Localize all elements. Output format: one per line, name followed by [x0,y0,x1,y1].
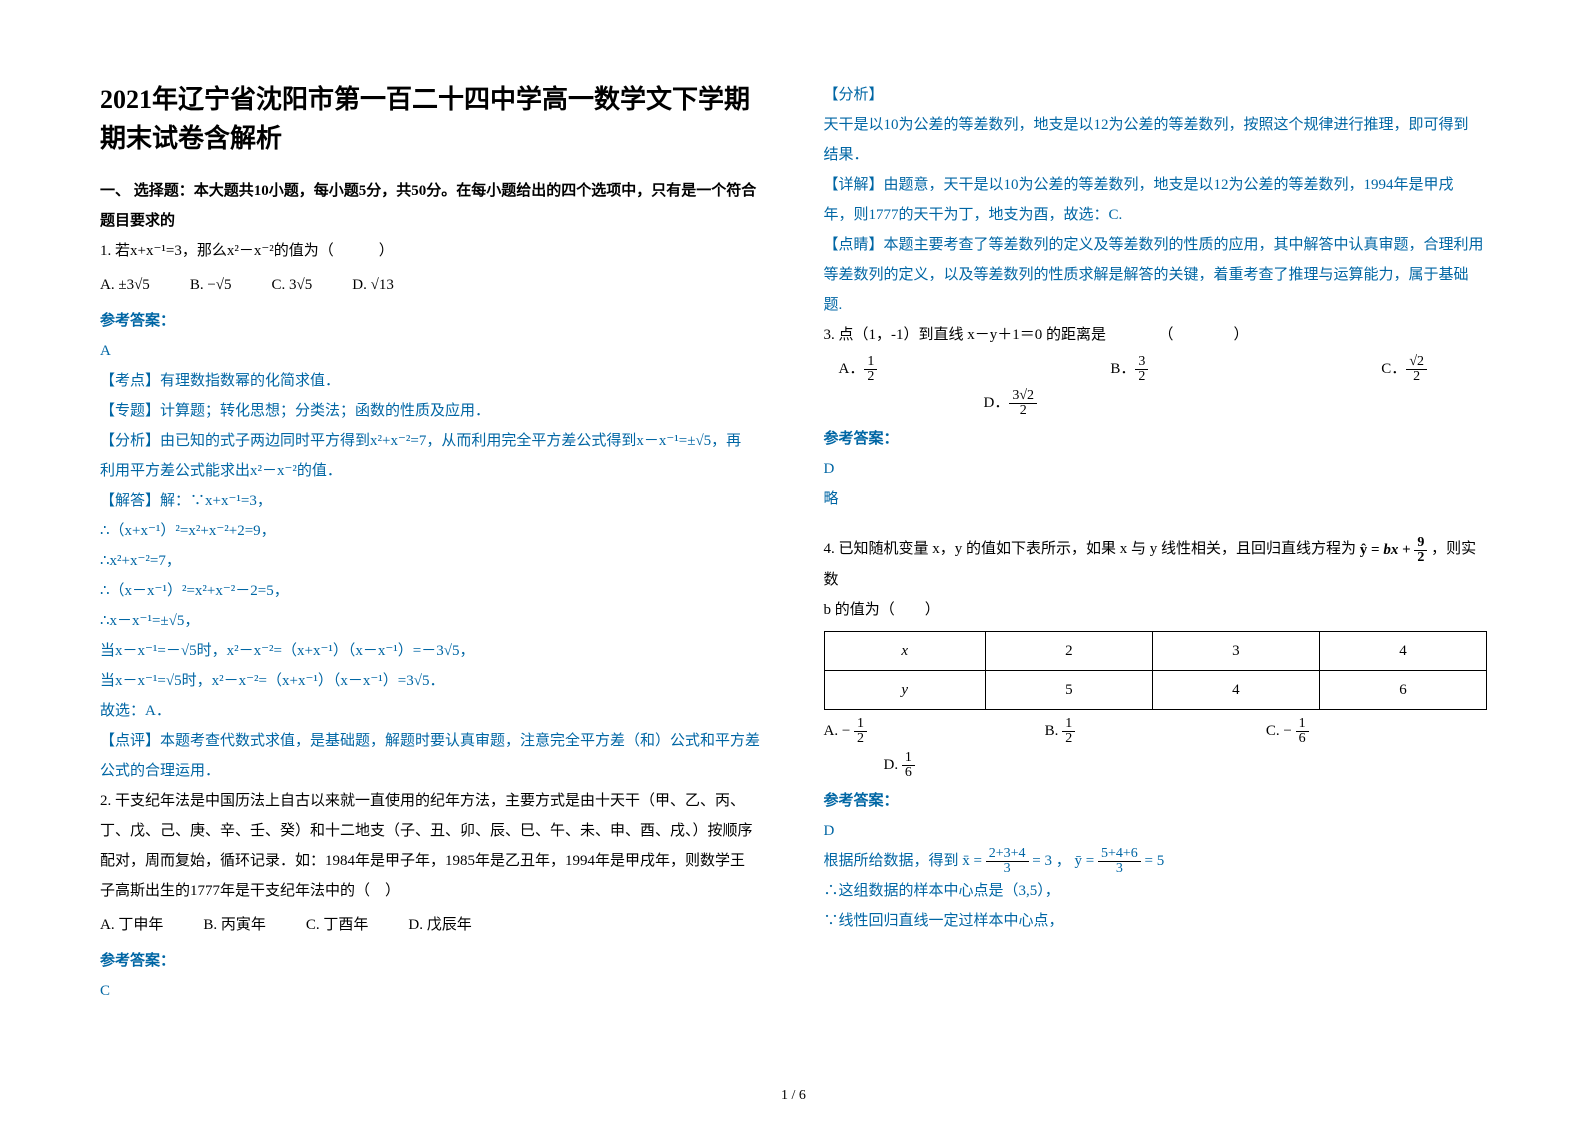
q3-c-num: √2 [1406,355,1427,370]
q1-exp-12a: 【点评】本题考查代数式求值，是基础题，解题时要认真审题，注意完全平方差（和）公式… [100,726,764,756]
q4-answer: D [824,816,1488,846]
q3-opt-c: C．√22 [1381,354,1427,384]
q3-answer: D [824,454,1488,484]
q1-opt-d: D. √13 [352,270,394,300]
table-header-x: x [824,631,985,670]
q2-r3: 结果． [824,140,1488,170]
q3-d-den: 2 [1009,404,1037,418]
q3-a-den: 2 [864,370,877,384]
q1-stem: 1. 若x+x⁻¹=3，那么x²－x⁻²的值为（ ） [100,236,764,266]
table-cell: 4 [1152,670,1319,709]
page-footer: 1 / 6 [0,1088,1587,1104]
q4-options-row1: A. − 12 B. 12 C. − 16 [824,716,1488,746]
q1-exp-11: 故选：A． [100,696,764,726]
table-cell: 5 [985,670,1152,709]
q1-exp-3b: 利用平方差公式能求出x²－x⁻²的值． [100,456,764,486]
q1-options: A. ±3√5 B. −√5 C. 3√5 D. √13 [100,270,764,300]
q2-r2: 天干是以10为公差的等差数列，地支是以12为公差的等差数列，按照这个规律进行推理… [824,110,1488,140]
q1-opt-c: C. 3√5 [272,270,313,300]
q1-opt-b-val: −√5 [207,277,231,293]
q4-opt-c: C. − 16 [1266,716,1487,746]
q1-exp-3a: 【分析】由已知的式子两边同时平方得到x²+x⁻²=7，从而利用完全平方差公式得到… [100,426,764,456]
q3-b-den: 2 [1135,370,1148,384]
q2-opt-a: A. 丁申年 [100,910,163,940]
q3-a-num: 1 [864,355,877,370]
q4-stem-line1: 4. 已知随机变量 x，y 的值如下表所示，如果 x 与 y 线性相关，且回归直… [824,534,1488,595]
q3-opt-a: A．12 [824,354,878,384]
q3-answer-label: 参考答案： [824,424,1488,454]
q2-options: A. 丁申年 B. 丙寅年 C. 丁酉年 D. 戊辰年 [100,910,764,940]
q2-opt-c: C. 丁酉年 [306,910,369,940]
left-column: 2021年辽宁省沈阳市第一百二十四中学高一数学文下学期期末试卷含解析 一、 选择… [100,80,764,1082]
q1-opt-d-val: √13 [371,277,394,293]
q4-r1-pre: 根据所给数据，得到 [824,853,959,869]
q1-exp-8: ∴x－x⁻¹=±√5， [100,606,764,636]
table-row: y 5 4 6 [824,670,1487,709]
q1-exp-12b: 公式的合理运用． [100,756,764,786]
q1-exp-9: 当x－x⁻¹=－√5时，x²－x⁻²=（x+x⁻¹）（x－x⁻¹）=－3√5， [100,636,764,666]
q3-options-row2: D．3√22 [824,388,1488,418]
table-cell: 4 [1319,631,1486,670]
q4-options-row2: D. 16 [824,750,1488,780]
q4-r2: ∴这组数据的样本中心点是（3,5）， [824,876,1488,906]
q2-r5: 年，则1777的天干为丁，地支为酉，故选：C. [824,200,1488,230]
q2-stem-1: 2. 干支纪年法是中国历法上自古以来就一直使用的纪年方法，主要方式是由十天干（甲… [100,786,764,816]
q3-stem: 3. 点（1，-1）到直线 x－y＋1＝0 的距离是 （ ） [824,320,1488,350]
doc-title: 2021年辽宁省沈阳市第一百二十四中学高一数学文下学期期末试卷含解析 [100,80,764,158]
q2-r7: 等差数列的定义，以及等差数列的性质求解是解答的关键，着重考查了推理与运算能力，属… [824,260,1488,290]
q4-table: x 2 3 4 y 5 4 6 [824,631,1488,710]
q1-opt-b: B. −√5 [190,270,232,300]
q4-formula: ŷ = bx + 92 [1360,535,1428,565]
q1-opt-a: A. ±3√5 [100,270,150,300]
q2-stem-3: 配对，周而复始，循环记录．如：1984年是甲子年，1985年是乙丑年，1994年… [100,846,764,876]
q4-stem-pre: 4. 已知随机变量 x，y 的值如下表所示，如果 x 与 y 线性相关，且回归直… [824,541,1360,557]
q2-stem-2: 丁、戊、己、庚、辛、壬、癸）和十二地支（子、丑、卯、辰、巳、午、未、申、酉、戌、… [100,816,764,846]
table-header-y: y [824,670,985,709]
q2-r1: 【分析】 [824,80,1488,110]
q1-exp-6: ∴x²+x⁻²=7， [100,546,764,576]
table-cell: 6 [1319,670,1486,709]
q1-exp-1: 【考点】有理数指数幂的化简求值． [100,366,764,396]
q1-exp-2: 【专题】计算题；转化思想；分类法；函数的性质及应用． [100,396,764,426]
q3-d-num: 3√2 [1009,389,1037,404]
right-column: 【分析】 天干是以10为公差的等差数列，地支是以12为公差的等差数列，按照这个规… [824,80,1488,1082]
q1-opt-a-val: ±3√5 [118,277,149,293]
q2-answer: C [100,976,764,1006]
q4-opt-d: D. 16 [884,757,915,773]
q4-opt-a: A. − 12 [824,716,1045,746]
q3-opt-b: B．32 [1110,354,1148,384]
q2-stem-4: 子高斯出生的1777年是干支纪年法中的（ ） [100,876,764,906]
q2-r6: 【点睛】本题主要考查了等差数列的定义及等差数列的性质的应用，其中解答中认真审题，… [824,230,1488,260]
q1-exp-10: 当x－x⁻¹=√5时，x²－x⁻²=（x+x⁻¹）（x－x⁻¹）=3√5． [100,666,764,696]
spacer [824,514,1488,534]
q1-answer: A [100,336,764,366]
q2-r4: 【详解】由题意，天干是以10为公差的等差数列，地支是以12为公差的等差数列，19… [824,170,1488,200]
table-row: x 2 3 4 [824,631,1487,670]
q1-opt-c-val: 3√5 [289,277,312,293]
q4-stem-line2: b 的值为（ ） [824,595,1488,625]
q3-b-num: 3 [1135,355,1148,370]
q2-opt-b: B. 丙寅年 [203,910,266,940]
q3-opt-d: D．3√22 [984,395,1038,411]
q3-options-row1: A．12 B．32 C．√22 [824,354,1488,384]
q3-c-den: 2 [1406,370,1427,384]
q1-exp-5: ∴（x+x⁻¹）²=x²+x⁻²+2=9， [100,516,764,546]
q1-exp-7: ∴（x－x⁻¹）²=x²+x⁻²－2=5， [100,576,764,606]
section-1-head: 一、 选择题：本大题共10小题，每小题5分，共50分。在每小题给出的四个选项中，… [100,176,764,236]
q4-answer-label: 参考答案： [824,786,1488,816]
table-cell: 2 [985,631,1152,670]
q2-answer-label: 参考答案： [100,946,764,976]
table-cell: 3 [1152,631,1319,670]
q4-r3: ∵线性回归直线一定过样本中心点， [824,906,1488,936]
q2-opt-d: D. 戊辰年 [408,910,471,940]
q4-opt-b: B. 12 [1045,716,1266,746]
q2-r8: 题. [824,290,1488,320]
q1-exp-4: 【解答】解：∵x+x⁻¹=3， [100,486,764,516]
q4-r1: 根据所给数据，得到 x̄ = 2+3+43 = 3 ， ȳ = 5+4+63 =… [824,846,1488,876]
q3-extra: 略 [824,484,1488,514]
q1-answer-label: 参考答案： [100,306,764,336]
page: 2021年辽宁省沈阳市第一百二十四中学高一数学文下学期期末试卷含解析 一、 选择… [0,0,1587,1122]
